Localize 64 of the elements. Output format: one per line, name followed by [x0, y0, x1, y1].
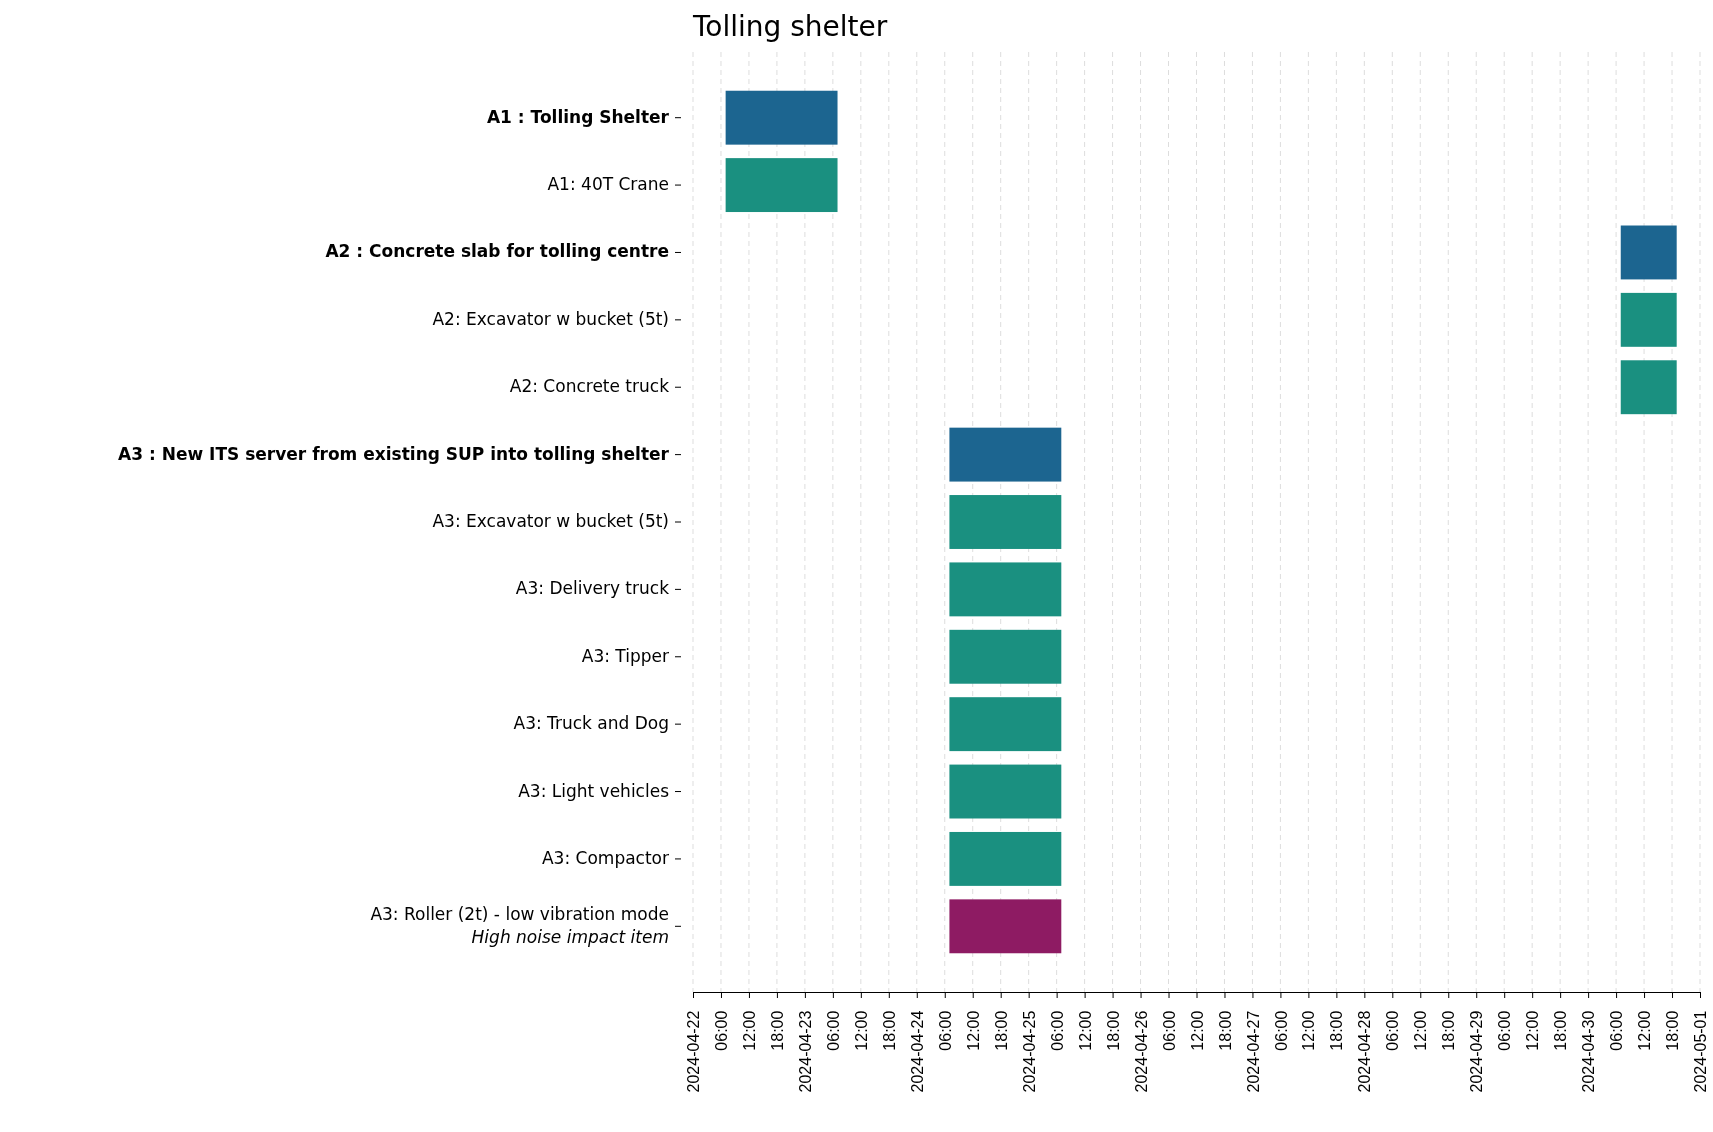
x-tick-label: 2024-04-26 [1132, 1010, 1150, 1093]
y-tick-label: A3: Delivery truck [515, 578, 670, 599]
y-tick-label: A1: 40T Crane [547, 174, 669, 195]
y-tick-label: A3: Tipper [581, 645, 669, 666]
chart-title: Tolling shelter [692, 10, 888, 43]
y-tick-label: A3: Compactor [541, 847, 669, 868]
x-tick-label: 18:00 [1664, 1010, 1682, 1051]
x-tick-label: 18:00 [1104, 1010, 1122, 1051]
x-tick-label: 12:00 [741, 1010, 759, 1051]
bar [725, 90, 838, 145]
x-tick-label: 2024-05-01 [1692, 1010, 1710, 1093]
bar [949, 629, 1062, 684]
y-tick-label: A3: Truck and Dog [513, 713, 669, 734]
y-tick-label: A1 : Tolling Shelter [486, 106, 670, 127]
y-tick-label: A3 : New ITS server from existing SUP into tolling shelter [118, 443, 670, 464]
x-tick-label: 18:00 [992, 1010, 1010, 1051]
x-tick-label: 06:00 [1160, 1010, 1178, 1051]
x-tick-label: 2024-04-29 [1468, 1010, 1486, 1093]
bar [949, 831, 1062, 886]
x-tick-label: 06:00 [1608, 1010, 1626, 1051]
x-tick-label: 12:00 [1188, 1010, 1206, 1051]
x-tick-label: 2024-04-28 [1356, 1010, 1374, 1093]
bar [725, 158, 838, 213]
x-tick-label: 18:00 [880, 1010, 898, 1051]
x-tick-label: 18:00 [769, 1010, 787, 1051]
x-tick-label: 2024-04-25 [1020, 1010, 1038, 1093]
x-tick-label: 2024-04-27 [1244, 1010, 1262, 1093]
x-tick-label: 2024-04-22 [685, 1010, 703, 1093]
x-tick-label: 06:00 [1272, 1010, 1290, 1051]
bar [949, 899, 1062, 954]
x-tick-label: 06:00 [1048, 1010, 1066, 1051]
x-tick-label: 2024-04-23 [796, 1010, 814, 1093]
x-tick-label: 06:00 [824, 1010, 842, 1051]
bar [949, 495, 1062, 549]
bar [949, 764, 1062, 819]
x-tick-label: 12:00 [1636, 1010, 1654, 1051]
x-tick-label: 18:00 [1328, 1010, 1346, 1051]
y-tick-label: A2 : Concrete slab for tolling centre [325, 241, 669, 262]
x-tick-label: 18:00 [1216, 1010, 1234, 1051]
y-tick-label: A2: Concrete truck [509, 376, 670, 397]
x-tick-label: 12:00 [1524, 1010, 1542, 1051]
bar [1620, 292, 1677, 347]
x-tick-label: 12:00 [852, 1010, 870, 1051]
bar [1620, 225, 1677, 280]
x-tick-label: 06:00 [1496, 1010, 1514, 1051]
bar [949, 427, 1062, 482]
x-tick-label: 18:00 [1552, 1010, 1570, 1051]
x-tick-label: 2024-04-24 [908, 1010, 926, 1093]
x-tick-label: 12:00 [1076, 1010, 1094, 1051]
x-tick-label: 06:00 [1384, 1010, 1402, 1051]
bar [949, 562, 1062, 617]
bar [1620, 360, 1677, 415]
y-tick-label: A3: Excavator w bucket (5t) [432, 511, 669, 531]
y-tick-label: A3: Roller (2t) - low vibration mode High noise impact item [370, 904, 669, 948]
x-tick-label: 12:00 [1300, 1010, 1318, 1051]
y-tick-label: A2: Excavator w bucket (5t) [432, 308, 669, 329]
bar [949, 697, 1062, 752]
y-tick-label: A3: Light vehicles [518, 780, 670, 801]
x-tick-label: 18:00 [1440, 1010, 1458, 1051]
x-tick-label: 12:00 [964, 1010, 982, 1051]
x-tick-label: 06:00 [936, 1010, 954, 1051]
x-tick-label: 2024-04-30 [1580, 1010, 1598, 1093]
x-tick-label: 06:00 [713, 1010, 731, 1051]
x-tick-label: 12:00 [1412, 1010, 1430, 1051]
